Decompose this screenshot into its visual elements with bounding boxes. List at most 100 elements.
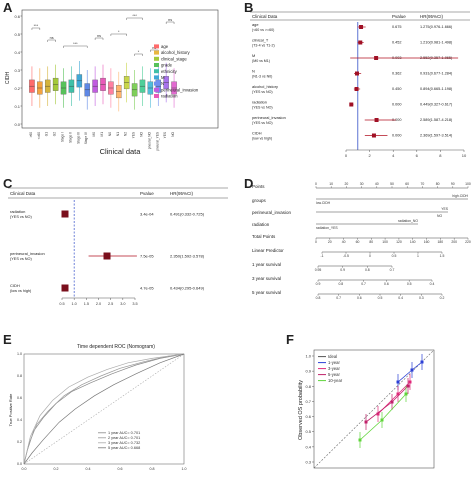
panel-d-row-label: perineural_invasion bbox=[252, 210, 292, 215]
panel-b-row-name: CIDH bbox=[252, 131, 262, 136]
panel-b-xtick: 6 bbox=[416, 153, 419, 158]
panel-b-row-sub: (T3-4 vs T1-2) bbox=[252, 44, 275, 48]
panel-b-xtick: 4 bbox=[392, 153, 395, 158]
panel-c-point bbox=[61, 284, 69, 292]
panel-b-row-p: 0.675 bbox=[392, 25, 402, 29]
panel-b-row-p: 0.452 bbox=[392, 41, 402, 45]
panel-f-point bbox=[390, 400, 394, 404]
panel-d-perineural-label: YES bbox=[441, 207, 449, 211]
panel-d-radiation-label: radiation_YES bbox=[316, 226, 338, 230]
panel-f-ideal-line bbox=[313, 349, 435, 469]
panel-f-ytick: 0.8 bbox=[305, 384, 311, 389]
panel-d-row-label: 3 year survival bbox=[252, 276, 281, 281]
panel-a-legend-label: clinical_stage bbox=[161, 56, 187, 61]
panel-b-xtick: 10 bbox=[462, 153, 467, 158]
panel-f-ytick: 0.4 bbox=[305, 444, 311, 449]
panel-d-points-tick: 80 bbox=[436, 182, 440, 186]
panel-c-row-name: perineural_invasion bbox=[10, 251, 45, 256]
panel-c-xtick: 1.0 bbox=[72, 302, 77, 306]
panel-c-row-p: 7.5e-05 bbox=[140, 254, 154, 259]
panel-d-points-tick: 0 bbox=[315, 182, 317, 186]
panel-b-row-sub: (YES vs NO) bbox=[252, 106, 273, 110]
panel-a-legend-swatch bbox=[154, 94, 159, 98]
panel-e-xtick: 0.0 bbox=[22, 467, 27, 471]
panel-c-row-hr: 0.491(0.332-0.725) bbox=[170, 212, 205, 217]
panel-a-ytick: 0.6 bbox=[14, 14, 20, 19]
panel-e-ytick: 0.4 bbox=[17, 418, 22, 422]
panel-d-points-tick: 100 bbox=[465, 182, 471, 186]
panel-a-category: YES bbox=[163, 132, 167, 138]
panel-d-total-tick: 220 bbox=[465, 240, 471, 244]
panel-b-xtick: 0 bbox=[345, 153, 348, 158]
panel-b-point bbox=[349, 102, 354, 107]
panel-c-point bbox=[61, 210, 69, 218]
panel-a-category: M0 bbox=[92, 132, 96, 137]
panel-f-series-line bbox=[365, 385, 409, 423]
panel-a-ytick: 0.4 bbox=[14, 50, 20, 55]
panel-b-row-name: N bbox=[252, 69, 255, 74]
panel-d-groups-label: low.CIDH bbox=[316, 201, 331, 205]
panel-d-total-tick: 180 bbox=[438, 240, 444, 244]
panel-d-points-tick: 60 bbox=[405, 182, 409, 186]
panel-e-xtick: 0.8 bbox=[150, 467, 155, 471]
panel-b-row-hr: 1.275(0.976-1.666) bbox=[420, 25, 453, 29]
panel-b-point bbox=[354, 71, 359, 76]
panel-f-ytick: 0.9 bbox=[305, 369, 311, 374]
panel-e-ytick: 1.0 bbox=[17, 352, 22, 356]
panel-b-row-p: 0.000 bbox=[392, 103, 402, 107]
panel-a-legend-label: radiation bbox=[161, 94, 178, 99]
panel-f-legend-label: 10-year bbox=[328, 378, 343, 383]
panel-d-lp-tick: 1.5 bbox=[440, 254, 445, 258]
panel-d-row-label: Linear Predictor bbox=[252, 248, 284, 253]
panel-b-row-p: 0.450 bbox=[392, 87, 402, 91]
panel-d-lp-tick: 0 bbox=[369, 254, 371, 258]
panel-b-point bbox=[359, 25, 364, 29]
panel-e-roc-curve bbox=[23, 353, 185, 465]
panel-a-sig-label: ns bbox=[97, 34, 101, 38]
panel-a-legend-label: N bbox=[161, 81, 164, 86]
panel-a-category: pneural_NO bbox=[147, 131, 151, 149]
panel-a-category: N0 bbox=[108, 132, 112, 136]
panel-d-1y-tick: 0.8 bbox=[365, 268, 370, 272]
panel-a-sig-bracket bbox=[126, 17, 143, 20]
panel-d-total-tick: 80 bbox=[369, 240, 373, 244]
panel-a-category: G1 bbox=[45, 132, 49, 136]
panel-a-sig-label: *** bbox=[34, 24, 39, 28]
panel-a-category: YES bbox=[132, 132, 136, 138]
panel-c-xtick: 3.0 bbox=[120, 302, 125, 306]
panel-d-5y-tick: 0.8 bbox=[316, 296, 321, 300]
panel-c-xtick: 2.5 bbox=[108, 302, 113, 306]
panel-b-row-hr: 2.369(1.597-3.514) bbox=[420, 134, 453, 138]
panel-a-legend-label: age bbox=[161, 44, 169, 49]
panel-c-row-hr: 2.350(1.592-3.578) bbox=[170, 254, 205, 259]
panel-c-row-hr: 0.434(0.295-0.649) bbox=[170, 286, 205, 291]
panel-c-row-p: 4.7e-05 bbox=[140, 286, 154, 291]
panel-d-lp-tick: 0.5 bbox=[392, 254, 397, 258]
panel-d-points-tick: 70 bbox=[421, 182, 425, 186]
panel-d-nomogram: Points groups perineural_invasion radiation… bbox=[252, 182, 471, 300]
panel-b-point bbox=[354, 87, 359, 91]
panel-d-total-tick: 160 bbox=[424, 240, 430, 244]
panel-a-ytick: 0.3 bbox=[14, 68, 20, 73]
panel-b-row-name: perineural_invasion bbox=[252, 115, 286, 120]
panel-a-sig-bracket bbox=[31, 27, 41, 30]
panel-c-row-sub: (YES vs NO) bbox=[10, 257, 32, 261]
panel-a-sig-label: *** bbox=[73, 42, 78, 46]
panel-b-row-p: 0.000 bbox=[392, 118, 402, 122]
panel-f: F Observed OS probability 1.0 0.9 0.8 0.7 0.… bbox=[242, 322, 474, 474]
panel-b-row-sub: (YES vs NO) bbox=[252, 90, 273, 94]
panel-b-row-sub: (N1-3 vs N0) bbox=[252, 75, 272, 79]
panel-d-points-tick: 30 bbox=[360, 182, 364, 186]
panel-a-ytick: 0.1 bbox=[14, 104, 20, 109]
panel-e-ytick: 0.6 bbox=[17, 396, 22, 400]
panel-b-row-hr: 2.589(1.587-4.218) bbox=[420, 118, 453, 122]
panel-f-point bbox=[406, 384, 410, 388]
panel-a-sig-label: ns bbox=[168, 18, 172, 22]
panel-a-legend-swatch bbox=[154, 75, 159, 80]
panel-a-sig-label: * bbox=[138, 50, 140, 54]
panel-d-total-tick: 40 bbox=[342, 240, 346, 244]
panel-e-ytick: 0.2 bbox=[17, 440, 22, 444]
panel-d-points-tick: 20 bbox=[345, 182, 349, 186]
panel-e-roc-curve bbox=[23, 353, 185, 465]
panel-f-ytick: 0.3 bbox=[305, 460, 311, 465]
